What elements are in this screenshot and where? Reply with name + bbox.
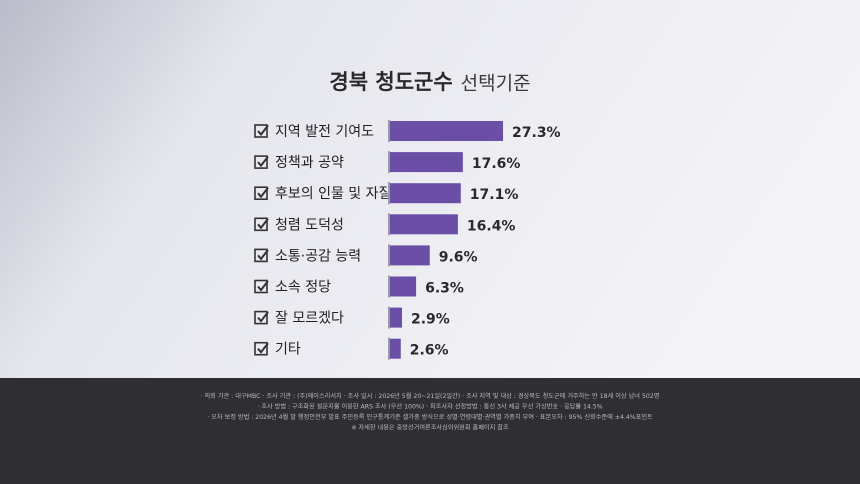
value-label: 27.3% [512, 125, 561, 141]
bar [390, 307, 403, 328]
category-label: 소속 정당 [275, 280, 331, 296]
value-label: 16.4% [467, 218, 516, 234]
checkmark [257, 311, 269, 323]
checkmark [257, 280, 269, 292]
checkbox [254, 155, 268, 169]
checkmark [257, 187, 269, 199]
category-label: 정책과 공약 [275, 155, 344, 171]
bar [390, 338, 401, 359]
checkbox [254, 124, 268, 138]
value-label: 2.6% [410, 343, 449, 359]
checkmark [257, 124, 269, 137]
value-label: 9.6% [439, 249, 478, 265]
category-label: 청렴 도덕성 [275, 217, 344, 233]
value-label: 6.3% [425, 281, 464, 297]
footer-line: · 조사 방법 : 구조화된 설문지를 이용한 ARS 조사 (무선 100%)… [257, 403, 602, 411]
category-label: 소통·공감 능력 [275, 248, 361, 264]
bar [390, 214, 458, 235]
checkbox [254, 279, 268, 294]
chart-subtitle: 선택기준 [461, 73, 531, 95]
checkmark [257, 155, 269, 168]
checkmark [257, 218, 269, 230]
footer-line: · 의뢰 기관 : 대구MBC · 조사 기관 : (주)에이스리서치 · 조사… [201, 392, 660, 400]
checkbox [254, 186, 268, 200]
bar [390, 183, 461, 204]
footer-background [0, 378, 860, 484]
value-label: 2.9% [411, 312, 450, 328]
checkbox [254, 248, 268, 263]
category-label: 후보의 인물 및 자질 [275, 186, 391, 202]
bar [390, 245, 430, 266]
checkmark [257, 342, 269, 354]
checkmark [257, 249, 269, 261]
bar [390, 152, 463, 173]
value-label: 17.6% [472, 156, 521, 172]
category-label: 기타 [275, 342, 301, 358]
checkbox [254, 341, 268, 356]
footer-line: · 오차 보정 방법 : 2026년 4월 말 행정안전부 발표 주민등록 인구… [207, 413, 653, 421]
bar [390, 121, 504, 141]
bar [390, 276, 417, 297]
chart-title: 경북 청도군수 [329, 70, 452, 94]
category-label: 지역 발전 기여도 [275, 124, 374, 140]
checkbox [254, 310, 268, 325]
checkbox [254, 217, 268, 232]
category-label: 잘 모르겠다 [275, 311, 344, 327]
value-label: 17.1% [470, 187, 519, 203]
footer-line: ※ 자세한 내용은 중앙선거여론조사심의위원회 홈페이지 참조 [351, 424, 509, 432]
